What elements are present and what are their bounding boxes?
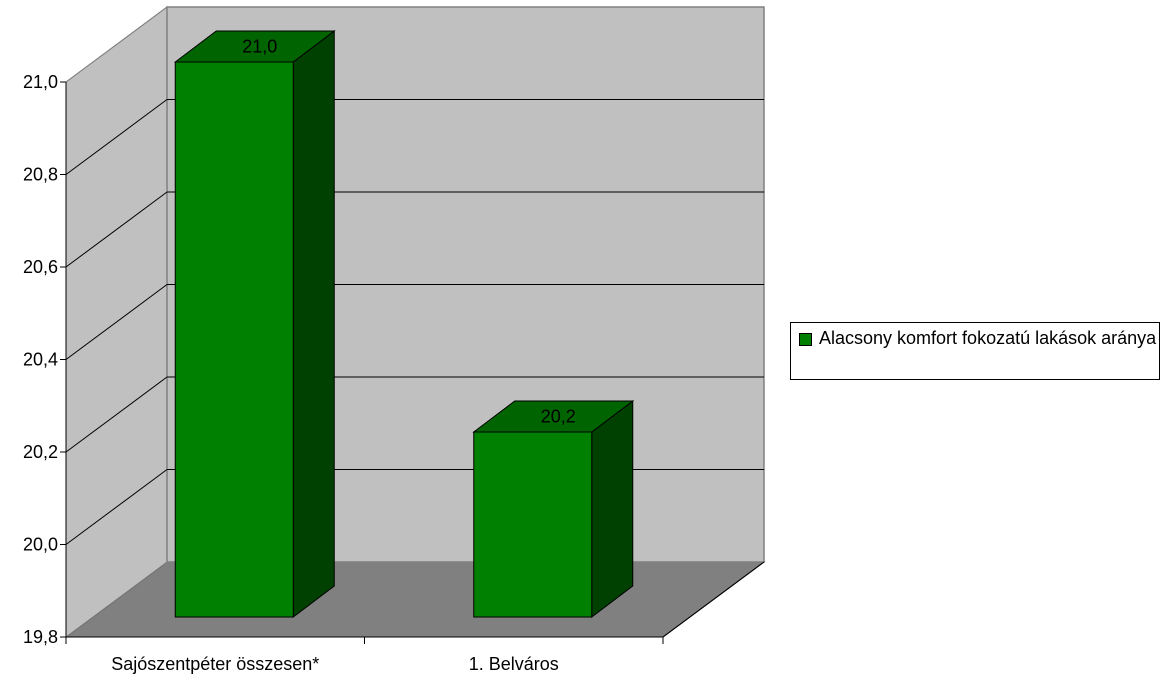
- y-tick-label: 21,0: [23, 72, 58, 92]
- bar-side: [591, 399, 634, 619]
- legend: Alacsony komfort fokozatú lakások aránya: [790, 322, 1160, 380]
- gridline-side: [65, 376, 168, 453]
- gridline-side: [65, 99, 168, 175]
- axes: [60, 81, 765, 644]
- legend-swatch: [799, 333, 812, 346]
- gridline-side: [65, 191, 168, 268]
- data-label: 21,0: [242, 37, 277, 57]
- y-tick-label: 20,2: [23, 442, 58, 462]
- bar: [473, 431, 593, 618]
- y-tick-label: 20,8: [23, 165, 58, 185]
- y-tick-label: 20,6: [23, 257, 58, 277]
- y-tick-label: 19,8: [23, 627, 58, 647]
- data-label: 20,2: [541, 407, 576, 427]
- category-label: Sajószentpéter összesen*: [111, 654, 319, 674]
- legend-label: Alacsony komfort fokozatú lakások aránya: [819, 328, 1157, 348]
- y-tick-label: 20,0: [23, 535, 58, 555]
- gridline-side: [65, 284, 168, 360]
- gridline-side: [65, 469, 168, 545]
- y-tick-label: 20,4: [23, 350, 58, 370]
- floor-edge: [662, 561, 765, 638]
- bar: [174, 61, 294, 618]
- chart-floor: [64, 561, 766, 638]
- bars: [173, 29, 635, 619]
- bar-side: [292, 29, 335, 619]
- chart-walls: [64, 6, 766, 638]
- labels: 21,0 Sajószentpéter összesen* 20,2 1. Belvá…: [23, 37, 576, 675]
- gridline-side: [65, 6, 168, 83]
- category-label: 1. Belváros: [469, 654, 559, 674]
